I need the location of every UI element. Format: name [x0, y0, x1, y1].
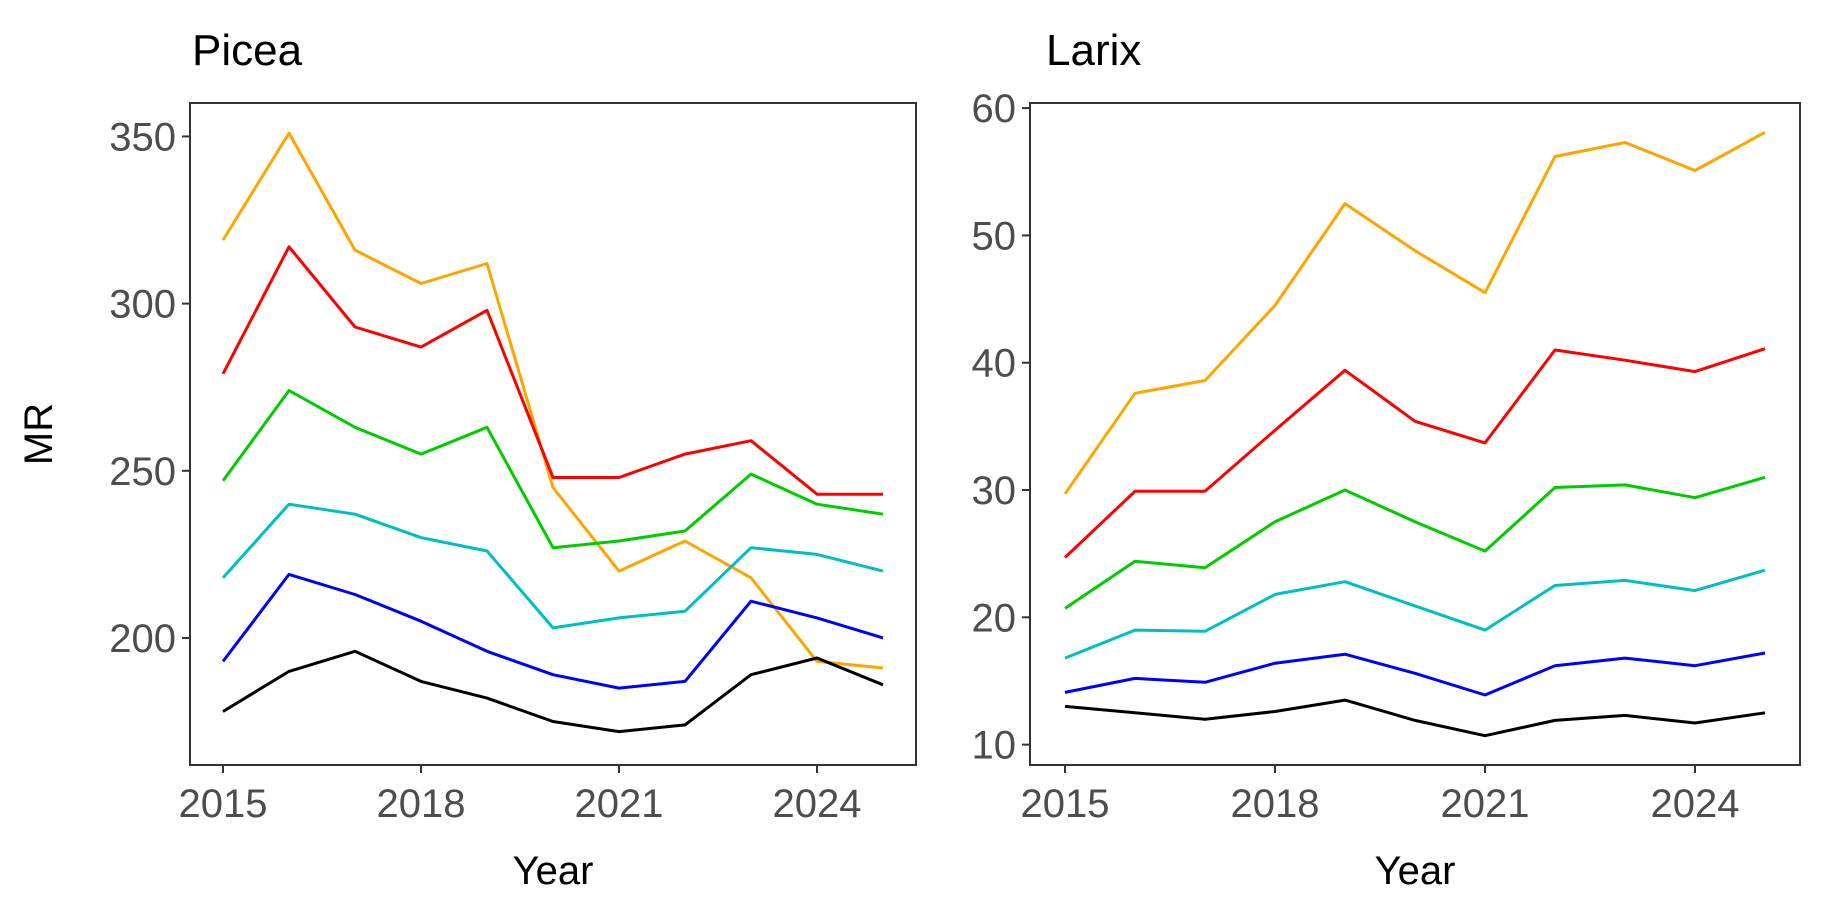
y-axis-title: MR: [17, 403, 61, 465]
x-axis-title: Year: [513, 849, 594, 893]
x-tick-label: 2024: [773, 782, 862, 826]
panel-larix: Larix 2015 2018 2021 2024 10 20 30 40 50 60 Year: [972, 26, 1801, 893]
x-tick-label: 2018: [1231, 782, 1320, 826]
series-line-5: [1064, 698, 1766, 738]
y-tick-label: 20: [972, 596, 1017, 640]
series-line-0: [221, 131, 884, 670]
y-tick-label: 300: [109, 283, 176, 327]
y-tick-label: 10: [972, 724, 1017, 768]
x-tick-label: 2015: [1021, 782, 1110, 826]
y-tick-label: 30: [972, 469, 1017, 513]
series-line-2: [221, 389, 884, 550]
x-tick-label: 2024: [1651, 782, 1740, 826]
x-tick-label: 2021: [575, 782, 664, 826]
series-line-3: [221, 502, 884, 630]
x-tick-label: 2021: [1441, 782, 1530, 826]
series-line-0: [1063, 130, 1766, 495]
series-line-4: [1064, 651, 1766, 697]
y-tick-label: 40: [972, 342, 1017, 386]
series-line-4: [221, 572, 884, 690]
plot-frame: [189, 102, 917, 766]
y-tick-label: 60: [972, 87, 1017, 131]
y-tick-label: 200: [109, 617, 176, 661]
series-line-3: [1064, 568, 1766, 660]
y-tick-label: 350: [109, 115, 176, 159]
chart-title: Larix: [1046, 26, 1141, 75]
chart-title: Picea: [192, 26, 303, 75]
x-tick-label: 2018: [377, 782, 466, 826]
series-line-1: [1063, 347, 1766, 559]
series-line-2: [1064, 475, 1766, 610]
plot-frame: [1029, 102, 1801, 766]
x-tick-label: 2015: [179, 782, 268, 826]
y-tick-label: 250: [109, 450, 176, 494]
series-line-1: [221, 245, 883, 496]
series-line-5: [222, 649, 884, 734]
panel-picea: Picea 2015 2018 2021 2024 200 250 300 350 Year MR: [17, 26, 917, 893]
y-tick-label: 50: [972, 214, 1017, 258]
x-axis-title: Year: [1375, 849, 1456, 893]
